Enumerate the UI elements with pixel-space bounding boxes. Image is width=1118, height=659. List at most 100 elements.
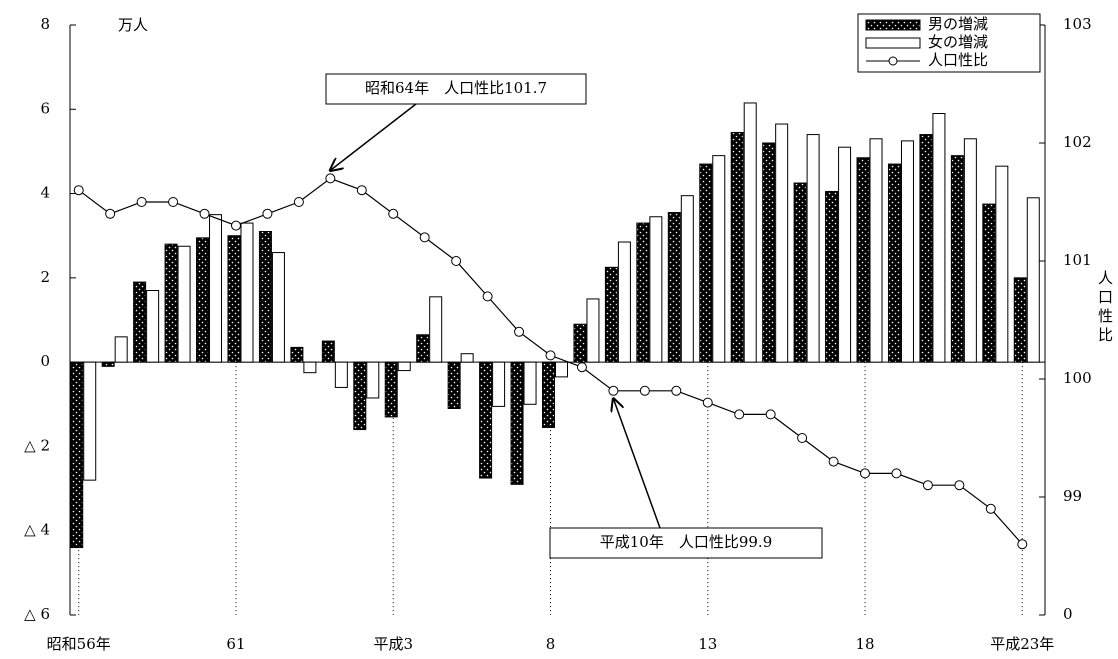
bar	[429, 296, 443, 363]
annotation-arrow	[330, 103, 417, 170]
bar	[982, 203, 996, 363]
annotation-box	[325, 73, 587, 105]
bar	[133, 281, 147, 363]
bar	[510, 361, 524, 485]
bar	[196, 237, 210, 363]
y2-tick-label: 0	[1063, 605, 1073, 623]
line-point	[671, 385, 682, 396]
bar	[177, 245, 191, 363]
bar	[492, 361, 506, 407]
x-tick-label: 平成3	[373, 635, 413, 653]
bar	[743, 102, 757, 363]
x-tick-label: 平成23年	[990, 635, 1054, 653]
bar	[83, 361, 97, 481]
line-point	[576, 362, 587, 373]
line-point	[891, 468, 902, 479]
line-point	[765, 409, 776, 420]
bar	[825, 190, 839, 363]
y-unit: 万人	[118, 16, 148, 34]
line-point	[734, 409, 745, 420]
line-point	[639, 385, 650, 396]
bar	[950, 155, 964, 363]
y2-tick-label: 102	[1063, 133, 1092, 151]
bar	[271, 252, 285, 363]
bar	[869, 138, 883, 363]
bar	[775, 123, 789, 363]
bar	[680, 195, 694, 363]
bar	[101, 361, 115, 367]
bar	[164, 243, 178, 363]
bar	[227, 235, 241, 363]
bar	[447, 361, 461, 409]
x-tick-label: 8	[546, 635, 556, 653]
line-point	[702, 397, 713, 408]
bar	[963, 138, 977, 363]
bar	[900, 140, 914, 363]
bar	[334, 361, 348, 388]
y-tick-label: △ 6	[24, 605, 50, 623]
legend-label: 男の増減	[928, 15, 988, 33]
bar	[321, 340, 335, 363]
bar	[384, 361, 398, 418]
bar	[353, 361, 367, 431]
bar	[240, 222, 254, 363]
bar	[542, 361, 555, 428]
bar	[114, 336, 128, 363]
bar	[806, 134, 820, 363]
bar	[604, 266, 618, 363]
y-tick-label: 0	[40, 352, 50, 370]
y2-label: 人口性比	[1096, 270, 1114, 346]
annotation: 平成10年 人口性比99.9	[600, 533, 773, 551]
bar	[793, 182, 807, 363]
bar	[856, 157, 870, 363]
line-point	[356, 185, 367, 196]
bar	[932, 113, 946, 363]
legend-swatch	[865, 37, 921, 49]
line-point	[293, 197, 304, 207]
bar	[636, 222, 650, 363]
y2-tick-label: 101	[1063, 251, 1092, 269]
bar	[838, 146, 852, 363]
bar	[416, 334, 430, 363]
bar	[303, 361, 317, 374]
line-point	[985, 503, 996, 514]
y2-tick-label: 99	[1063, 487, 1082, 505]
bar	[258, 231, 272, 363]
line-point	[1017, 539, 1028, 550]
line-point	[262, 208, 273, 219]
bar	[1026, 197, 1040, 363]
line-point	[860, 468, 871, 479]
bar	[887, 163, 901, 363]
y-tick-label: 2	[40, 268, 50, 286]
legend-swatch	[888, 56, 898, 66]
bar	[70, 361, 84, 549]
legend-label: 女の増減	[928, 33, 988, 51]
line-point	[199, 208, 210, 219]
line-point	[797, 433, 808, 443]
y-tick-label: 4	[40, 184, 50, 202]
line-point	[545, 350, 556, 361]
bar	[730, 131, 744, 363]
bar	[1013, 277, 1027, 363]
bar	[146, 290, 160, 363]
x-tick-label: 18	[855, 635, 874, 653]
x-tick-label: 13	[698, 635, 717, 653]
line-point	[419, 232, 430, 243]
bar	[573, 323, 587, 363]
legend-swatch	[865, 19, 921, 31]
bar	[667, 212, 681, 363]
annotation-arrow	[613, 399, 661, 529]
line-point	[608, 385, 619, 396]
line-point	[136, 197, 147, 207]
line-point	[230, 220, 241, 231]
annotation: 昭和64年 人口性比101.7	[365, 79, 547, 97]
line-point	[105, 208, 116, 219]
y2-tick-label: 103	[1063, 15, 1092, 33]
y-tick-label: △ 4	[24, 521, 50, 539]
y-tick-label: △ 2	[24, 436, 50, 454]
bar	[523, 361, 537, 405]
bar	[290, 346, 304, 363]
bar	[919, 134, 933, 363]
line-point	[482, 291, 493, 302]
line-point	[514, 326, 525, 337]
